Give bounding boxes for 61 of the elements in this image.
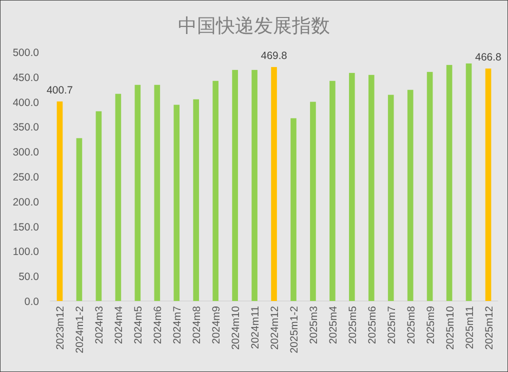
x-tick-label: 2024m1-2 bbox=[74, 306, 86, 354]
y-tick-label: 150.0 bbox=[12, 221, 40, 234]
bar bbox=[154, 84, 160, 301]
data-label: 469.8 bbox=[260, 50, 288, 62]
y-tick-label: 450.0 bbox=[12, 72, 40, 84]
bar bbox=[310, 102, 316, 301]
x-tick-label: 2024m3 bbox=[94, 306, 106, 344]
bar bbox=[446, 64, 452, 301]
x-tick-label: 2024m12 bbox=[269, 306, 281, 350]
bar bbox=[232, 70, 238, 301]
bar bbox=[76, 138, 82, 301]
y-tick-label: 100.0 bbox=[12, 246, 40, 258]
x-tick-label: 2025m1-2 bbox=[288, 306, 300, 354]
x-tick-label: 2025m8 bbox=[405, 306, 418, 344]
y-tick-label: 500.0 bbox=[12, 47, 40, 59]
bar bbox=[193, 99, 200, 301]
bar bbox=[56, 101, 63, 301]
x-tick-label: 2024m11 bbox=[250, 306, 262, 350]
bar bbox=[252, 70, 258, 301]
x-tick-label: 2024m4 bbox=[113, 306, 126, 344]
bar bbox=[368, 74, 374, 301]
x-tick-label: 2024m9 bbox=[210, 306, 223, 344]
x-tick-label: 2025m4 bbox=[327, 306, 340, 344]
y-tick-label: 300.0 bbox=[12, 146, 40, 159]
x-tick-label: 2024m10 bbox=[230, 306, 242, 350]
y-tick-label: 250.0 bbox=[12, 172, 40, 184]
x-tick-label: 2024m8 bbox=[191, 306, 204, 344]
x-tick-label: 2024m5 bbox=[132, 306, 145, 344]
bar bbox=[348, 72, 355, 301]
bar bbox=[466, 63, 472, 301]
data-label: 400.7 bbox=[46, 84, 74, 96]
x-tick-label: 2025m12 bbox=[483, 306, 496, 350]
y-tick-label: 200.0 bbox=[12, 196, 40, 208]
x-tick-label: 2025m11 bbox=[464, 306, 476, 350]
x-tick-label: 2025m5 bbox=[346, 306, 359, 344]
y-tick-label: 400.0 bbox=[12, 96, 40, 109]
bar bbox=[485, 68, 492, 301]
x-tick-label: 2025m6 bbox=[366, 306, 378, 344]
bar bbox=[330, 80, 336, 301]
x-tick-label: 2025m7 bbox=[386, 306, 398, 344]
bar bbox=[134, 84, 141, 301]
bar bbox=[174, 104, 180, 301]
x-tick-label: 2024m6 bbox=[152, 306, 164, 344]
x-tick-label: 2023m12 bbox=[54, 306, 67, 350]
bar bbox=[271, 67, 277, 301]
chart-title: 中国快递发展指数 bbox=[178, 16, 330, 37]
y-tick-label: 50.0 bbox=[18, 271, 40, 284]
data-label: 466.8 bbox=[475, 52, 502, 64]
bar bbox=[388, 94, 394, 301]
bar bbox=[212, 80, 218, 301]
bar bbox=[290, 118, 296, 301]
x-tick-label: 2025m9 bbox=[424, 306, 437, 344]
y-tick-label: 350.0 bbox=[12, 122, 40, 134]
y-tick-label: 0.0 bbox=[24, 296, 40, 308]
bar bbox=[407, 90, 414, 301]
x-tick-label: 2025m3 bbox=[308, 306, 320, 344]
bar bbox=[426, 72, 433, 301]
x-tick-label: 2024m7 bbox=[172, 306, 184, 344]
x-tick-label: 2025m10 bbox=[444, 306, 456, 350]
bar bbox=[96, 111, 102, 301]
bar bbox=[115, 94, 122, 301]
